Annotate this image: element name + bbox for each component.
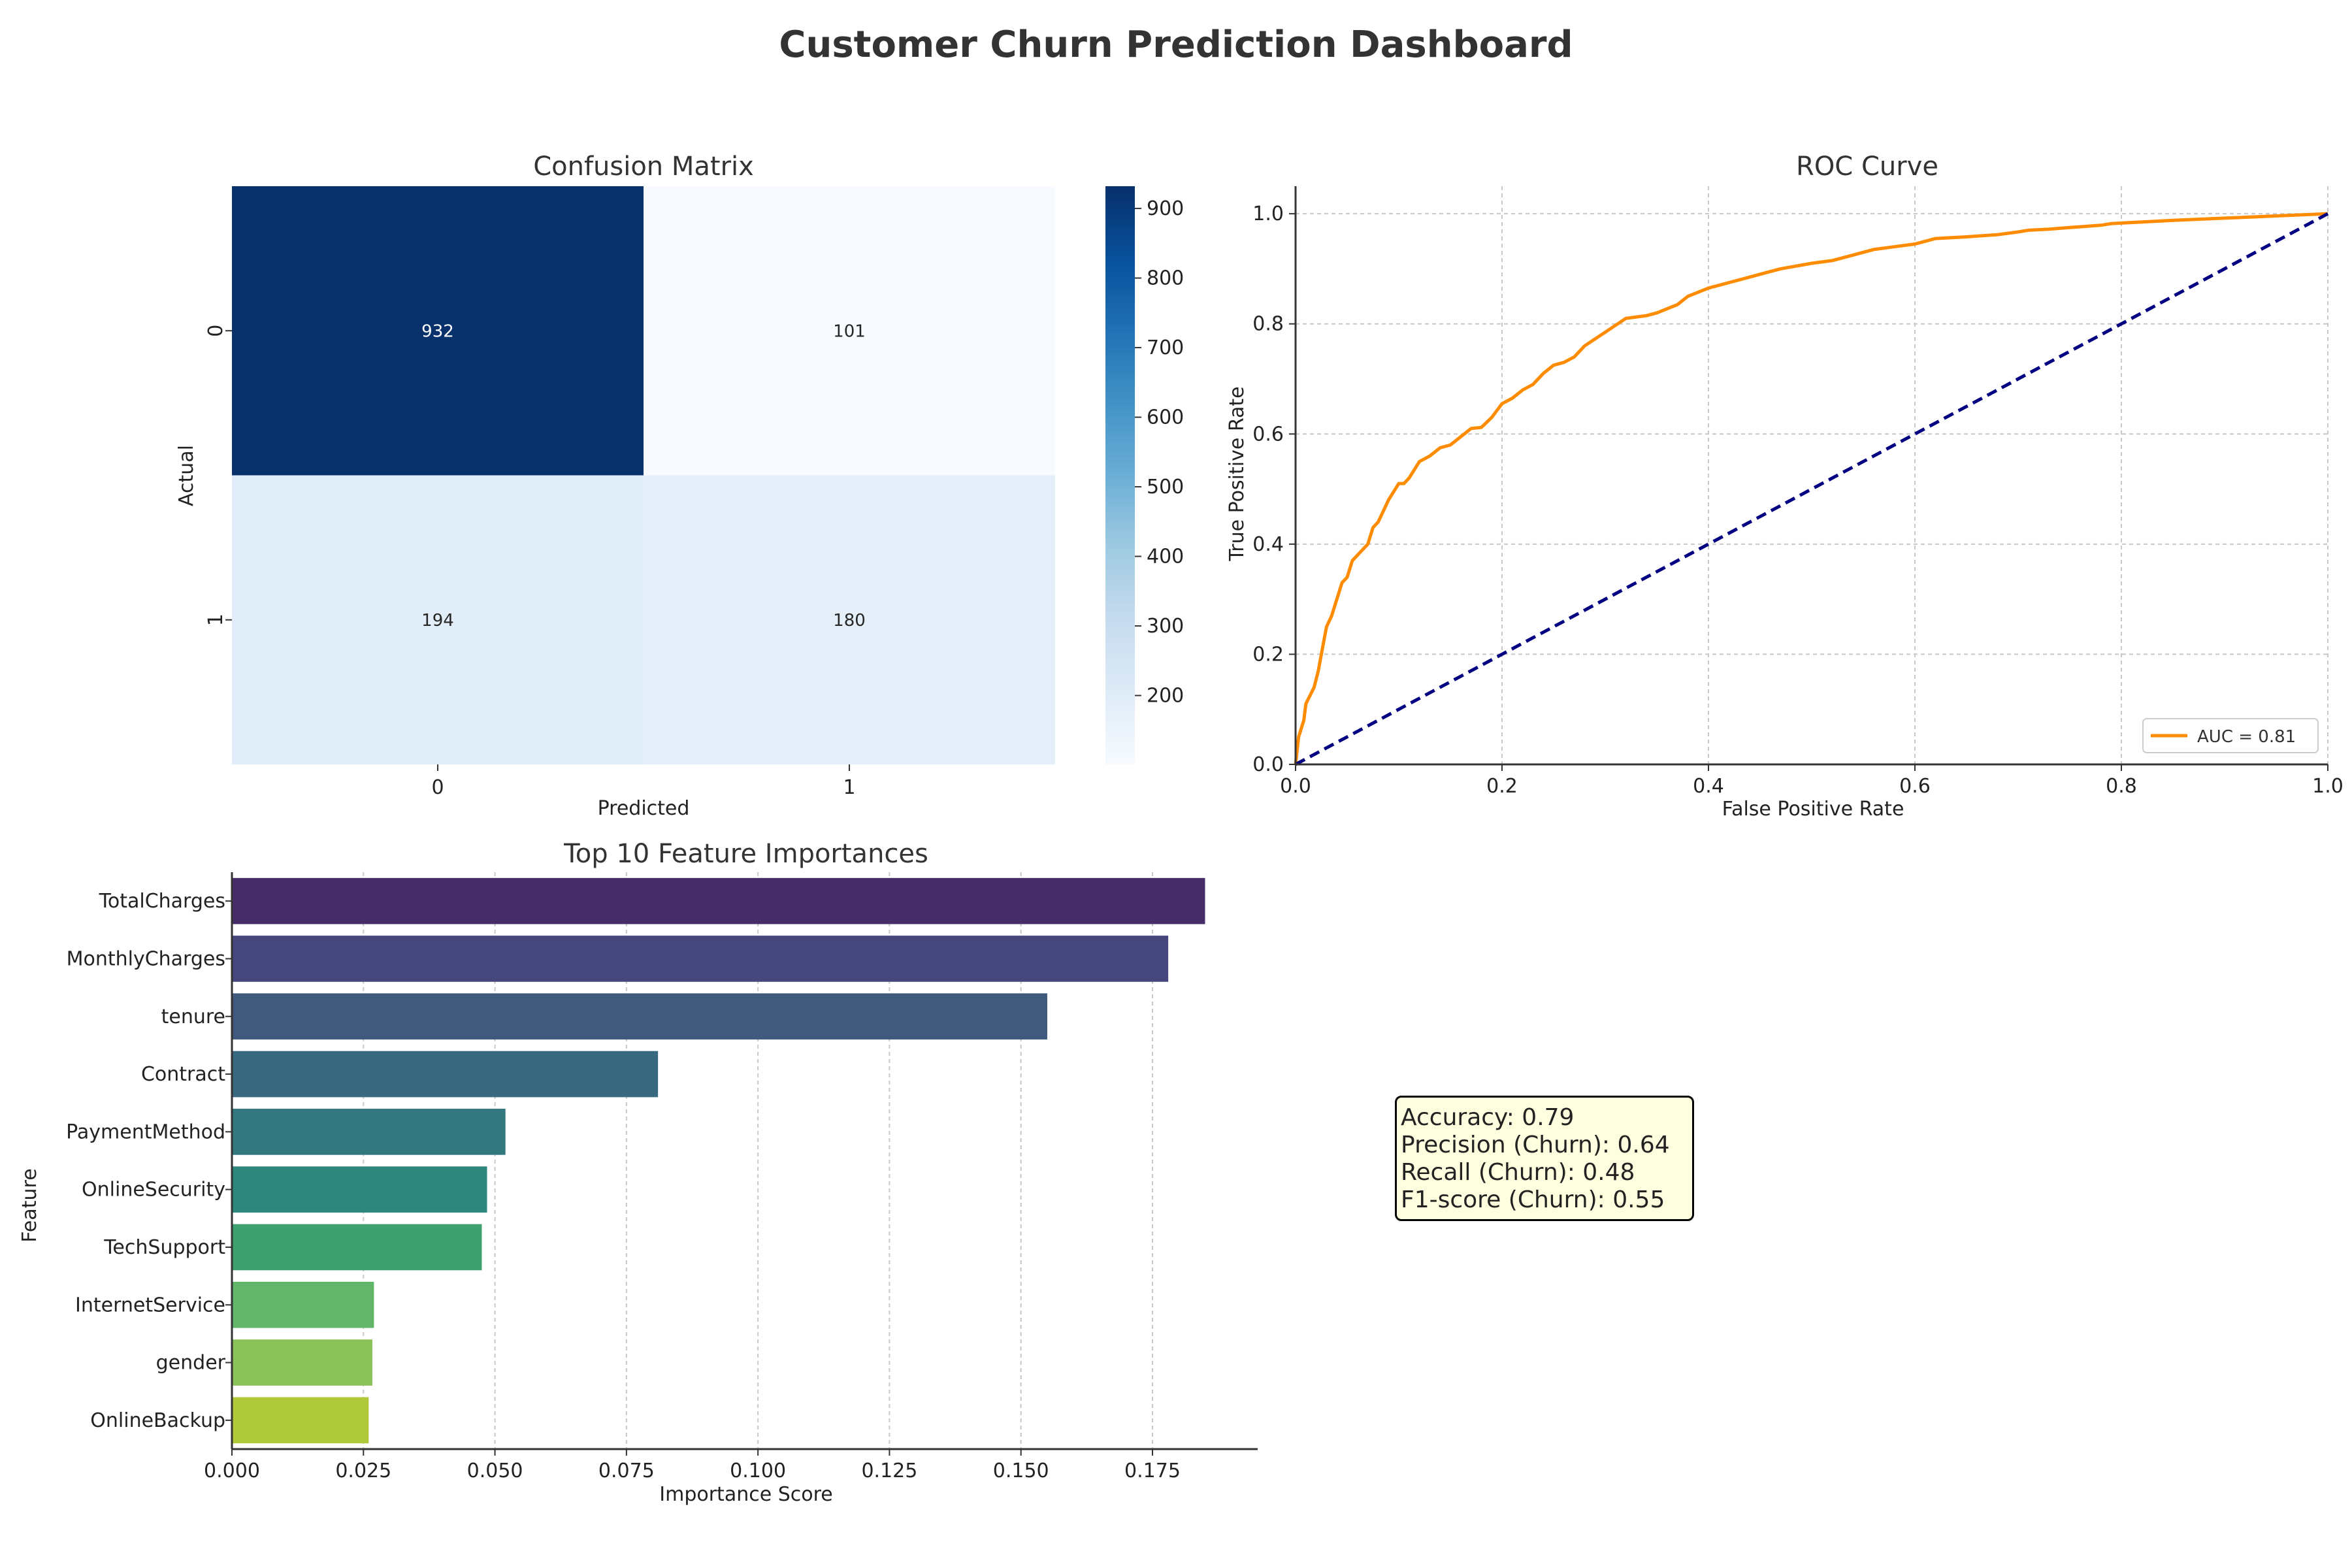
roc-xtick-label: 0.6: [1899, 775, 1931, 798]
roc-curve-line: [1294, 212, 2328, 765]
roc-curve-chart: ROC Curve 0.0 0.2 0.4 0.6 0.8 1.0 0.0 0.2 0.4 0.6…: [1226, 152, 2344, 821]
feature-importance-ylabel: Feature: [18, 1168, 41, 1242]
confusion-matrix-ytick-label: 0: [204, 325, 227, 337]
roc-chance-line: [1294, 212, 2329, 766]
feature-xtick-label: 0.050: [467, 1460, 523, 1482]
confusion-matrix-ylabel: Actual: [175, 445, 198, 506]
feature-xtick-label: 0.100: [730, 1460, 786, 1482]
confusion-matrix-cell: [232, 186, 644, 476]
roc-legend-label: AUC = 0.81: [2197, 727, 2296, 747]
colorbar-tick-label: 400: [1147, 546, 1184, 568]
colorbar-tick-label: 800: [1147, 267, 1184, 290]
confusion-matrix-cell: [644, 186, 1055, 476]
feature-label: Contract: [141, 1063, 225, 1086]
confusion-matrix-colorbar: [1105, 186, 1135, 764]
confusion-matrix-cell: [644, 475, 1055, 764]
roc-ytick-label: 0.4: [1252, 533, 1284, 556]
roc-ytick-label: 1.0: [1252, 203, 1284, 225]
confusion-matrix-xtick-label: 0: [431, 776, 444, 799]
feature-label: gender: [156, 1352, 226, 1375]
feature-label: OnlineBackup: [90, 1409, 225, 1432]
roc-ytick-label: 0.0: [1252, 753, 1284, 776]
confusion-matrix-title: Confusion Matrix: [533, 152, 754, 182]
feature-bar: [232, 1397, 369, 1444]
feature-importance-chart: Top 10 Feature Importances 0.000 0.025 0.0…: [18, 839, 1258, 1506]
roc-legend: AUC = 0.81: [2142, 718, 2319, 753]
confusion-matrix-xtick-label: 1: [843, 776, 855, 799]
feature-xtick-label: 0.000: [204, 1460, 260, 1482]
roc-xlabel: False Positive Rate: [1722, 798, 1904, 821]
roc-xtick-label: 0.0: [1280, 775, 1311, 798]
feature-bar: [232, 1166, 487, 1213]
feature-bar: [232, 936, 1169, 982]
feature-label: InternetService: [75, 1294, 225, 1316]
feature-xtick-label: 0.150: [993, 1460, 1049, 1482]
confusion-matrix-xlabel: Predicted: [598, 797, 690, 820]
feature-label: PaymentMethod: [66, 1120, 225, 1143]
colorbar-tick-label: 700: [1147, 336, 1184, 359]
feature-bar: [232, 877, 1205, 924]
metric-f1: F1-score (Churn): 0.55: [1401, 1186, 1665, 1213]
confusion-matrix-cell: [232, 475, 644, 764]
roc-xtick-label: 1.0: [2312, 775, 2344, 798]
metric-recall: Recall (Churn): 0.48: [1401, 1159, 1635, 1186]
metric-precision: Precision (Churn): 0.64: [1401, 1132, 1670, 1158]
feature-xtick-label: 0.075: [598, 1460, 655, 1482]
roc-xtick-label: 0.4: [1693, 775, 1724, 798]
roc-xtick-label: 0.2: [1486, 775, 1518, 798]
feature-importance-title: Top 10 Feature Importances: [563, 839, 928, 869]
colorbar-tick-label: 300: [1147, 615, 1184, 638]
colorbar-tick-label: 600: [1147, 406, 1184, 429]
roc-xtick-label: 0.8: [2106, 775, 2137, 798]
colorbar-tick-label: 500: [1147, 476, 1184, 498]
roc-title: ROC Curve: [1796, 152, 1938, 182]
feature-bar: [232, 1051, 659, 1098]
confusion-matrix-cell-label: 932: [421, 321, 454, 341]
feature-label: TotalCharges: [99, 890, 225, 913]
feature-importance-xlabel: Importance Score: [659, 1483, 832, 1506]
confusion-matrix-ytick-label: 1: [204, 613, 227, 626]
feature-bar: [232, 993, 1047, 1040]
feature-xtick-label: 0.175: [1124, 1460, 1181, 1482]
roc-ytick-label: 0.2: [1252, 643, 1284, 666]
feature-label: OnlineSecurity: [82, 1179, 225, 1201]
roc-ytick-label: 0.8: [1252, 313, 1284, 336]
feature-bar: [232, 1281, 374, 1328]
feature-bar: [232, 1109, 506, 1155]
metrics-summary-box: Accuracy: 0.79 Precision (Churn): 0.64 R…: [1395, 1096, 1694, 1221]
feature-bar: [232, 1339, 372, 1386]
feature-bar: [232, 1224, 482, 1271]
confusion-matrix-cell-label: 101: [833, 321, 866, 341]
feature-xtick-label: 0.125: [861, 1460, 917, 1482]
page-title: Customer Churn Prediction Dashboard: [779, 24, 1573, 66]
roc-ytick-label: 0.6: [1252, 423, 1284, 446]
feature-xtick-label: 0.025: [335, 1460, 391, 1482]
confusion-matrix-cell-label: 194: [421, 611, 454, 630]
roc-ylabel: True Positive Rate: [1226, 386, 1249, 561]
feature-label: MonthlyCharges: [67, 947, 225, 970]
feature-label: TechSupport: [103, 1236, 225, 1259]
colorbar-tick-label: 900: [1147, 197, 1184, 220]
confusion-matrix-cell-label: 180: [833, 611, 866, 630]
feature-label: tenure: [161, 1005, 225, 1028]
colorbar-tick-label: 200: [1147, 685, 1184, 708]
metric-accuracy: Accuracy: 0.79: [1401, 1104, 1575, 1131]
